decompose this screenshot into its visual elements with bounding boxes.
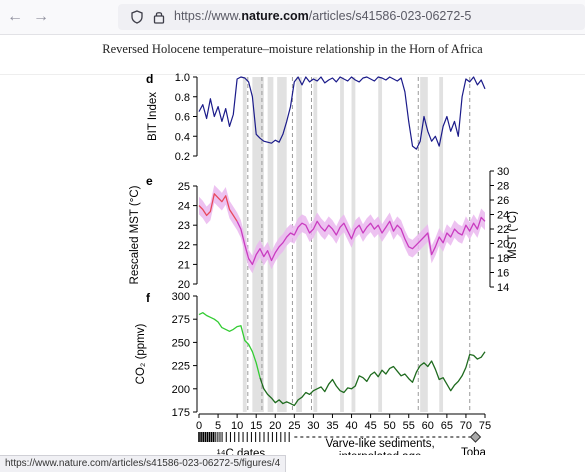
x-tick-label: 50: [384, 420, 396, 432]
shaded-band: [267, 77, 274, 412]
x-tick-label: 75: [479, 420, 491, 432]
y-tick-label: 25: [178, 181, 190, 193]
url-prefix: https://www.: [174, 9, 242, 23]
y-tick-label: 1.0: [175, 72, 190, 84]
y-axis-label: CO₂ (ppmv): [135, 323, 147, 384]
y-tick-label: 275: [172, 314, 190, 326]
x-tick-label: 40: [345, 420, 357, 432]
y-tick-label: 0.2: [175, 151, 190, 163]
y-tick-label: 0.4: [175, 131, 190, 143]
url-path: /articles/s41586-023-06272-5: [308, 9, 472, 23]
y-tick-label: 28: [497, 181, 509, 193]
x-tick-label: 35: [326, 420, 338, 432]
shaded-band: [378, 77, 383, 412]
x-tick-label: 10: [231, 420, 243, 432]
y-tick-label: 30: [497, 166, 509, 178]
co2-early-series: [198, 312, 261, 378]
mst-series: [236, 216, 486, 266]
lock-icon[interactable]: [152, 10, 166, 24]
status-bar-link: https://www.nature.com/articles/s41586-0…: [0, 455, 287, 472]
x-tick-label: 55: [403, 420, 415, 432]
co2-series: [259, 351, 486, 407]
y-tick-label: 200: [172, 384, 190, 396]
url-text[interactable]: https://www.nature.com/articles/s41586-0…: [174, 9, 471, 23]
varve-label-line1: Varve-like sediments,: [326, 438, 435, 450]
y-tick-label: 20: [178, 279, 190, 291]
panel-letter: e: [146, 174, 153, 188]
x-tick-label: 5: [215, 420, 221, 432]
y-tick-label: 0.8: [175, 92, 190, 104]
toba-label: Toba: [461, 447, 487, 455]
toba-diamond-icon: [469, 431, 482, 443]
forward-icon[interactable]: →: [33, 8, 49, 25]
y-tick-label: 24: [178, 201, 190, 213]
y-tick-label: 300: [172, 291, 190, 303]
shaded-band: [296, 77, 302, 412]
url-bar[interactable]: https://www.nature.com/articles/s41586-0…: [118, 4, 585, 30]
shaded-band: [313, 77, 318, 412]
panel-letter: d: [146, 72, 153, 86]
y-tick-label: 250: [172, 337, 190, 349]
c14-dates-label: ¹⁴C dates: [217, 448, 266, 455]
mst-early-series: [198, 193, 238, 222]
y-tick-label: 18: [497, 253, 509, 265]
y-tick-label: 23: [178, 220, 190, 232]
x-tick-label: 25: [288, 420, 300, 432]
y-tick-label: 225: [172, 361, 190, 373]
panel-letter: f: [146, 291, 151, 305]
varve-label-line2: interpolated age: [339, 451, 421, 455]
x-tick-label: 30: [307, 420, 319, 432]
mst-uncertainty-band: [199, 185, 485, 274]
y-tick-label: 20: [497, 239, 509, 251]
x-tick-label: 45: [364, 420, 376, 432]
x-tick-label: 0: [196, 420, 202, 432]
y-tick-label: 0.6: [175, 112, 190, 124]
x-tick-label: 60: [422, 420, 434, 432]
y-axis-label: BIT Index: [147, 92, 159, 141]
x-tick-label: 70: [460, 420, 472, 432]
article-title: Reversed Holocene temperature–moisture r…: [102, 42, 483, 56]
url-domain: nature.com: [241, 9, 309, 23]
y-tick-label: 22: [497, 224, 509, 236]
bit-index-series: [198, 76, 486, 150]
y-tick-label: 24: [497, 210, 509, 222]
y-axis-label: Rescaled MST (°C): [129, 185, 141, 284]
x-tick-label: 15: [250, 420, 262, 432]
y-tick-label: 16: [497, 268, 509, 280]
y-tick-label: 22: [178, 240, 190, 252]
shield-icon[interactable]: [130, 10, 144, 24]
y-tick-label: 21: [178, 259, 190, 271]
back-icon[interactable]: ←: [7, 8, 23, 25]
header-divider: [0, 74, 585, 75]
x-tick-label: 20: [269, 420, 281, 432]
y-tick-label: 14: [497, 282, 509, 294]
browser-toolbar: ← → https://www.nature.com/articles/s415…: [0, 0, 585, 35]
y-tick-label: 26: [497, 195, 509, 207]
y-axis-label: MST (°C): [507, 211, 518, 259]
shaded-band: [351, 77, 356, 412]
shaded-band: [340, 77, 344, 412]
y-tick-label: 175: [172, 407, 190, 419]
x-tick-label: 65: [441, 420, 453, 432]
